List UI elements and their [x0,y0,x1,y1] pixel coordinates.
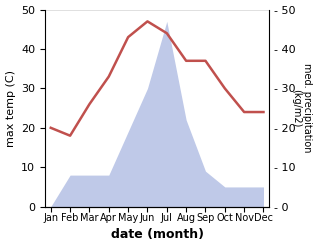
X-axis label: date (month): date (month) [111,228,204,242]
Y-axis label: med. precipitation
(kg/m2): med. precipitation (kg/m2) [291,63,313,153]
Y-axis label: max temp (C): max temp (C) [5,70,16,147]
